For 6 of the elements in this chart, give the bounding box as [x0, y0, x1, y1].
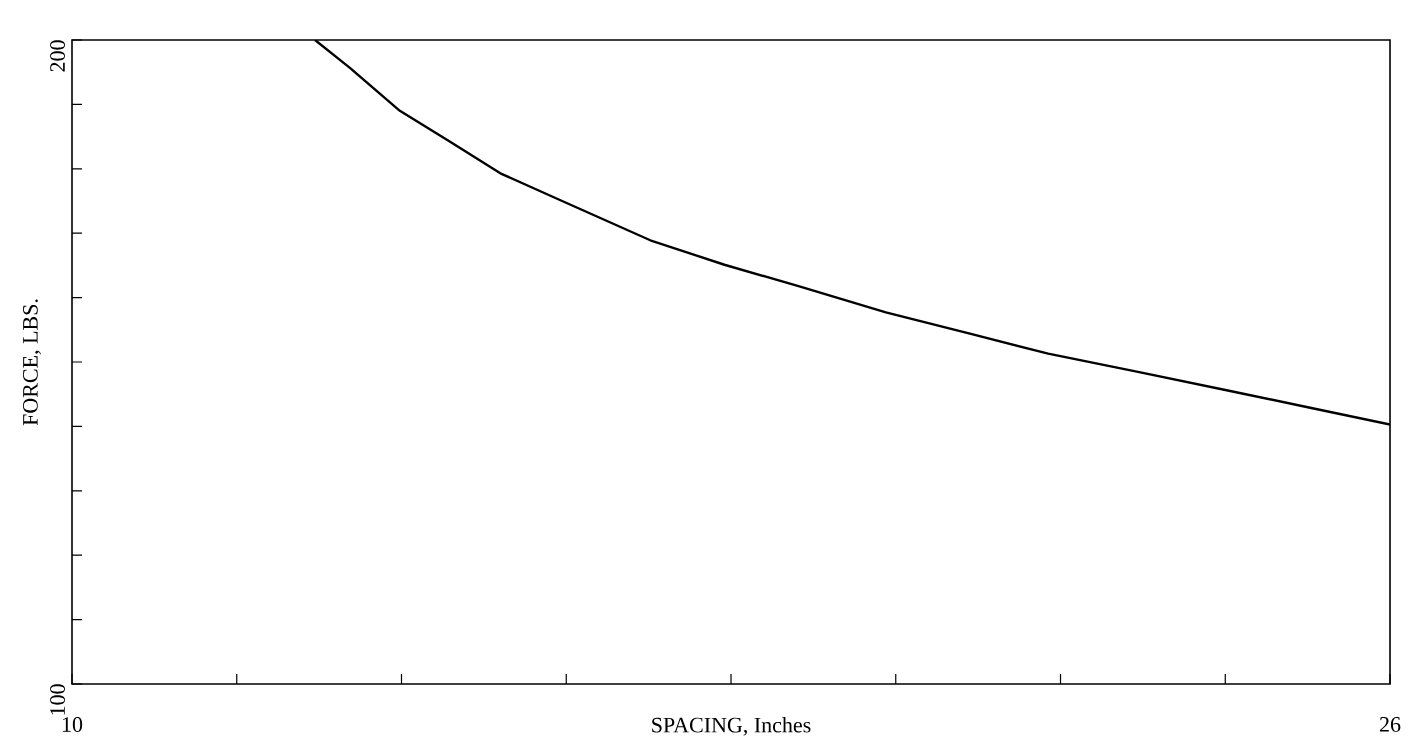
x-tick-label: 10 — [62, 717, 83, 732]
x-tick-label: 26 — [1379, 717, 1401, 732]
y-tick-label: 200 — [50, 40, 65, 72]
y-tick-label: 100 — [50, 684, 65, 715]
x-axis-title: SPACING, Inches — [652, 717, 811, 736]
y-axis-title: FORCE, LBS. — [23, 299, 41, 426]
